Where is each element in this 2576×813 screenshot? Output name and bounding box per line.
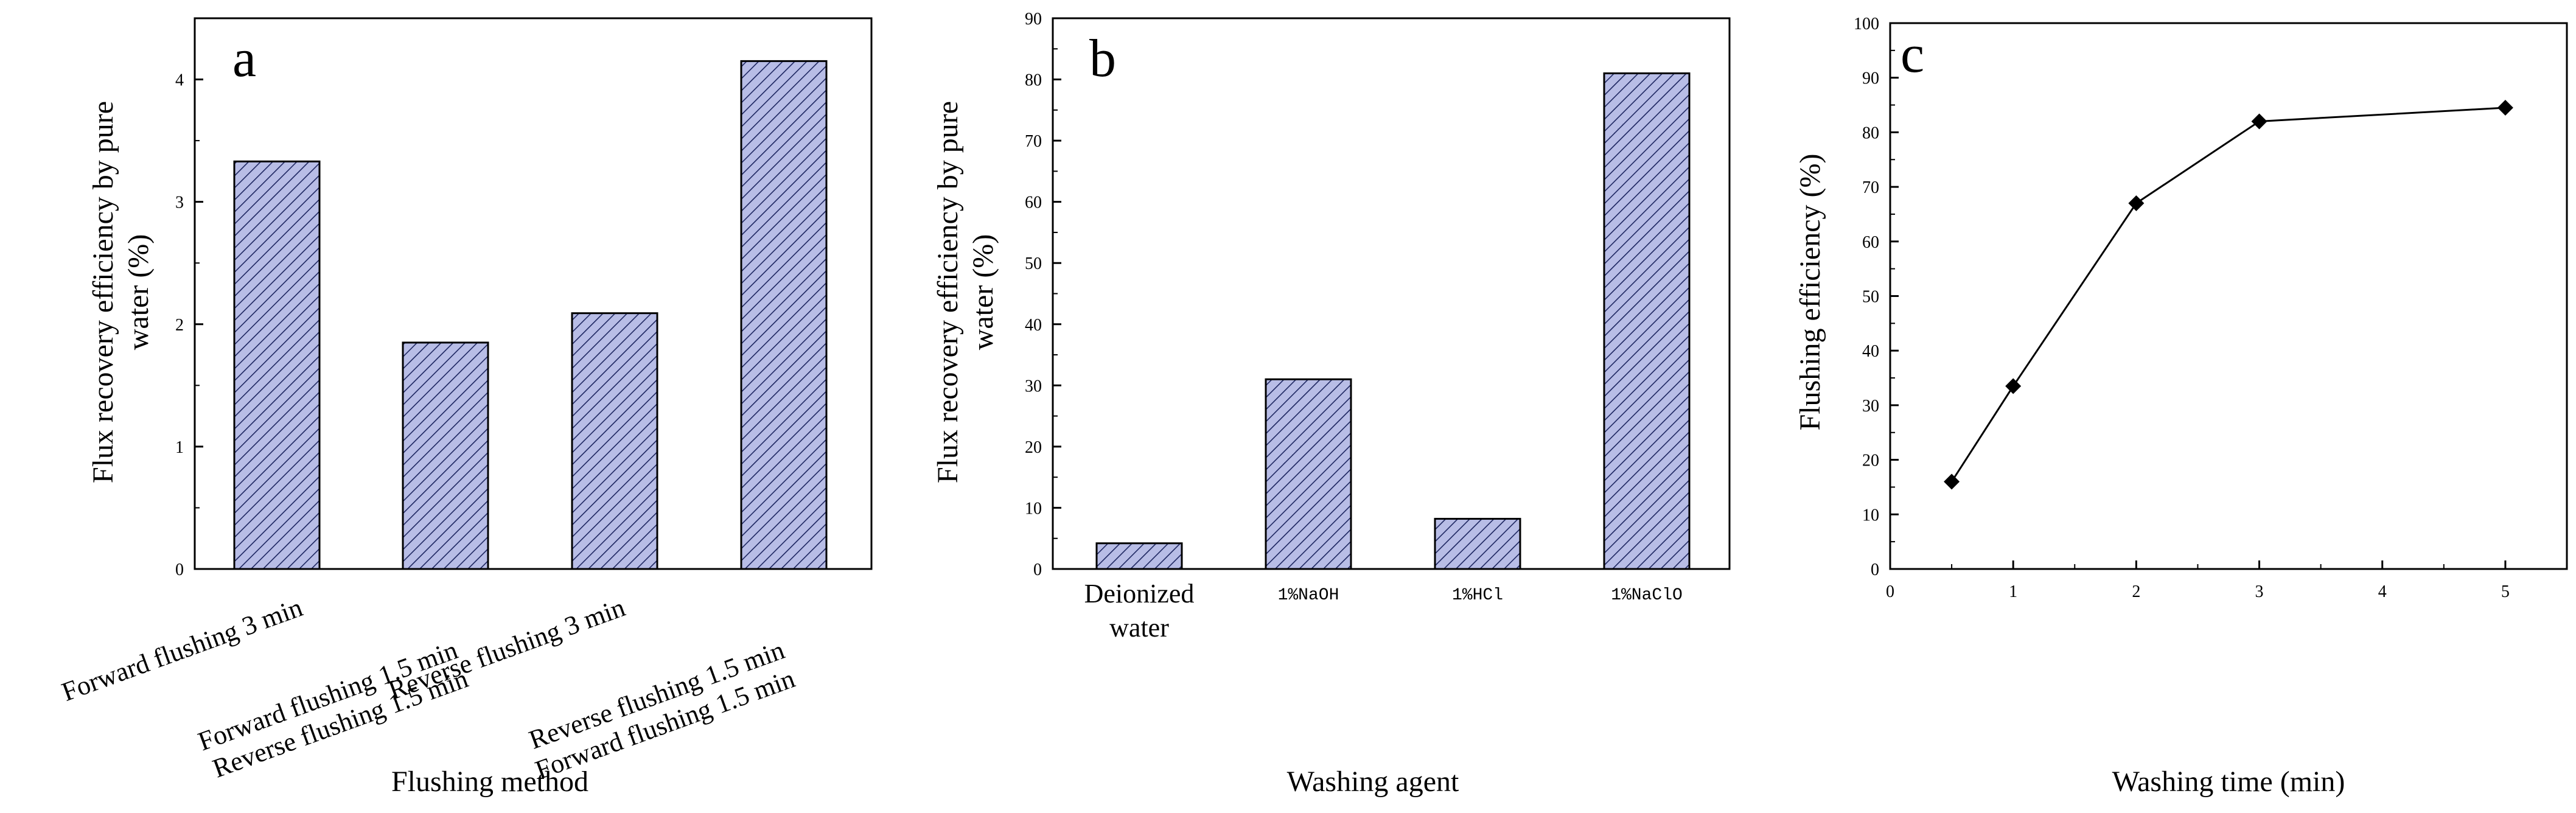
panel-c-x-tick-label: 0: [1886, 582, 1894, 601]
panel-c-letter: c: [1901, 25, 1924, 84]
panel-c-y-axis-title: Flushing efficiency (%): [1794, 154, 1826, 431]
panel-b-x-axis-title: Washing agent: [1287, 766, 1459, 798]
panel-b-x-categories: Deionized water 1%NaOH 1%HCl 1%NaClO: [1084, 579, 1683, 643]
panel-c-y-tick-label: 0: [1871, 560, 1879, 579]
panel-b-y-tick-label: 30: [1025, 377, 1042, 396]
panel-a-y-axis: 0 1 2 3 4: [175, 71, 203, 579]
panel-a-y-tick-label: 4: [175, 71, 184, 90]
panel-c-data-point: [2128, 195, 2145, 212]
panel-b-category-label: 1%NaOH: [1278, 586, 1339, 605]
panel-c-y-axis: 0 10 20 30 40 50 60 70 80 90 100: [1854, 15, 1899, 579]
panel-c-y-tick-label: 20: [1862, 452, 1879, 470]
panel-a-x-categories: Forward flushing 3 minForward flushing 1…: [58, 592, 798, 785]
panel-c-x-tick-label: 1: [2009, 582, 2017, 601]
panel-c-data-point: [2005, 378, 2022, 394]
panel-a-bars: [233, 60, 828, 570]
panel-a-y-tick-label: 3: [175, 194, 184, 212]
panel-c-x-tick-label: 3: [2255, 582, 2264, 601]
panel-a-category-label: Reverse flushing 1.5 minForward flushing…: [521, 635, 799, 785]
panel-b-y-tick-label: 10: [1025, 499, 1042, 518]
panel-c-plot-frame: [1889, 22, 2568, 570]
panel-c-x-axis: 0 1 2 3 4 5: [1886, 560, 2510, 601]
panel-b-y-axis-title-line-2: water (%): [967, 234, 999, 351]
panel-a-letter: a: [232, 29, 256, 88]
panel-a-x-axis-title: Flushing method: [391, 766, 588, 798]
panel-c-y-tick-label: 50: [1862, 288, 1879, 307]
panel-a-bar: [233, 160, 321, 570]
panel-c-y-tick-label: 40: [1862, 342, 1879, 361]
panel-a-y-axis-title-line-2: water (%): [122, 234, 155, 351]
panel-a-y-axis-title-line-1: Flux recovery efficiency by pure: [87, 101, 119, 483]
panel-a-bar: [740, 60, 828, 570]
panel-a-plot-frame: [194, 17, 873, 570]
panel-c-data-point: [2497, 100, 2513, 116]
panel-b: 0 10 20 30 40 50 60 70 80 90 Deionized water 1%NaOH…: [932, 10, 1731, 798]
panel-b-bars: [1095, 72, 1691, 570]
panel-c-x-tick-label: 5: [2501, 582, 2510, 601]
panel-a-bar: [571, 312, 658, 570]
panel-b-y-tick-label: 0: [1033, 560, 1042, 579]
panel-a-y-tick-label: 1: [175, 438, 184, 457]
panel-a-category-label: Forward flushing 3 min: [58, 592, 306, 707]
panel-c: 0 10 20 30 40 50 60 70 80 90 100 0 1 2 3 4 5 c Washing …: [1794, 15, 2568, 798]
panel-c-x-axis-title: Washing time (min): [2112, 766, 2345, 798]
panel-a-y-axis-title: Flux recovery efficiency by pure water (…: [87, 101, 155, 483]
panel-b-category-label: Deionized water: [1084, 579, 1195, 643]
panel-c-y-tick-label: 100: [1854, 15, 1879, 33]
panel-b-category-label: 1%HCl: [1452, 586, 1503, 605]
panel-a-y-tick-label: 0: [175, 560, 184, 579]
panel-a-category-label: Forward flushing 1.5 minReverse flushing…: [194, 635, 472, 785]
panel-b-y-tick-label: 80: [1025, 71, 1042, 90]
panel-b-bar: [1603, 72, 1691, 570]
panel-b-bar: [1434, 518, 1521, 570]
panel-c-series-line: [1950, 106, 2505, 483]
panel-b-category-label: 1%NaClO: [1611, 586, 1683, 605]
panel-b-letter: b: [1089, 29, 1116, 88]
panel-c-data-point: [1944, 473, 1960, 490]
panel-b-bar: [1265, 378, 1352, 570]
panel-b-bar: [1095, 542, 1183, 570]
panel-c-x-tick-label: 2: [2132, 582, 2140, 601]
panel-b-y-tick-label: 70: [1025, 132, 1042, 151]
panel-a-bar: [402, 341, 489, 570]
panel-c-y-tick-label: 10: [1862, 506, 1879, 525]
panel-c-y-tick-label: 60: [1862, 233, 1879, 252]
panel-a-y-tick-label: 2: [175, 316, 184, 335]
panel-b-y-tick-label: 20: [1025, 438, 1042, 457]
panel-c-y-tick-label: 80: [1862, 124, 1879, 142]
panel-c-y-tick-label: 70: [1862, 178, 1879, 197]
panel-b-y-axis-title: Flux recovery efficiency by pure water (…: [932, 101, 999, 483]
panel-c-y-tick-label: 30: [1862, 397, 1879, 416]
panel-b-y-tick-label: 90: [1025, 10, 1042, 29]
panel-b-y-axis-title-line-1: Flux recovery efficiency by pure: [932, 101, 964, 483]
panel-c-markers: [1944, 100, 2513, 490]
panel-c-y-tick-label: 90: [1862, 69, 1879, 88]
panel-b-y-tick-label: 50: [1025, 254, 1042, 273]
panel-b-y-tick-label: 60: [1025, 194, 1042, 212]
panel-b-y-axis: 0 10 20 30 40 50 60 70 80 90: [1025, 10, 1061, 579]
panel-a: 0 1 2 3 4 Forward flushing 3 minForward flus…: [58, 17, 873, 798]
panel-b-y-tick-label: 40: [1025, 316, 1042, 335]
panel-c-data-point: [2251, 113, 2267, 130]
panel-c-x-tick-label: 4: [2378, 582, 2387, 601]
